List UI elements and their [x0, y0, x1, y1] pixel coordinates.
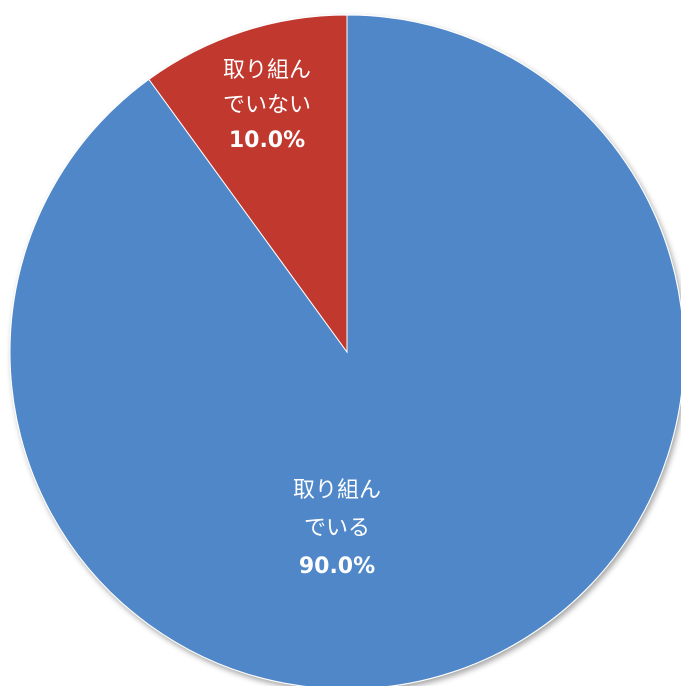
pie-labels: 取り組んでいる 90.0%取り組んでいない 10.0% [223, 58, 381, 579]
pie-slice-1 [148, 14, 348, 354]
slice-label-1: 取り組んでいない 10.0% [223, 58, 311, 153]
slice-label-0: 取り組んでいる 90.0% [293, 478, 381, 579]
slice-label-line: 取り組ん [293, 478, 381, 503]
slice-label-line: でいない [223, 93, 311, 118]
pie-slices [9, 14, 681, 686]
slice-value-label: 90.0% [299, 554, 375, 579]
slice-value-label: 10.0% [229, 128, 305, 153]
slice-label-line: でいる [304, 516, 370, 541]
slice-label-line: 取り組ん [223, 58, 311, 83]
